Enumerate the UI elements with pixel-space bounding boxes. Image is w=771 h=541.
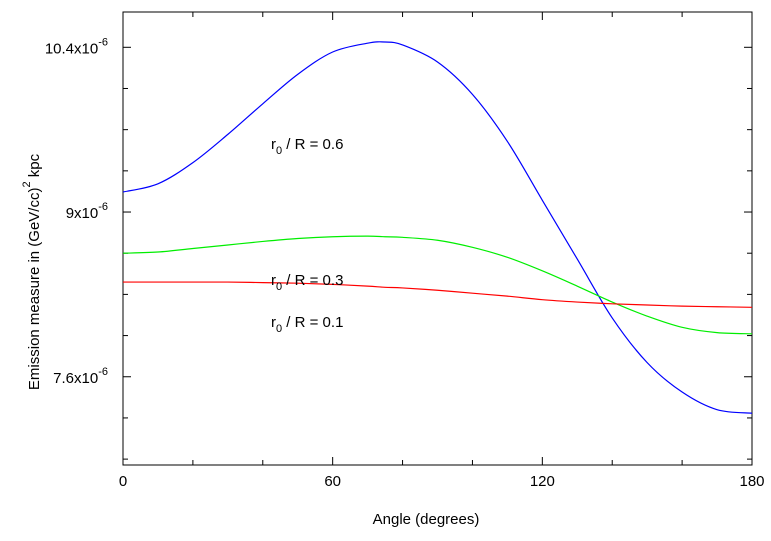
svg-text:Emission measure in (GeV/cc)2: Emission measure in (GeV/cc)2 kpc: [21, 153, 43, 390]
axis-ticks: [122, 12, 753, 465]
y-tick-label: 7.6x10-6: [53, 366, 108, 387]
y-axis-title-main: Emission measure in (GeV/cc): [26, 188, 43, 391]
series-line: [122, 281, 753, 308]
y-tick-labels: 7.6x10-6 9x10-6 10.4x10-6: [45, 36, 108, 386]
y-axis-title: Emission measure in (GeV/cc)2 kpc: [21, 153, 43, 390]
x-tick-label: 60: [324, 473, 341, 490]
x-tick-labels: 0 60 120 180: [119, 473, 765, 490]
y-tick-label: 10.4x10-6: [45, 36, 108, 57]
y-axis-title-sup: 2: [21, 181, 33, 187]
plot-frame: [122, 11, 753, 466]
x-axis-title: Angle (degrees): [373, 511, 480, 528]
series-line: [122, 41, 753, 414]
y-tick-label: 9x10-6: [66, 201, 108, 222]
series-annotation: r0 / R = 0.3: [271, 272, 343, 293]
x-tick-label: 0: [119, 473, 127, 490]
series-lines: [122, 41, 753, 414]
series-annotation: r0 / R = 0.6: [271, 136, 343, 157]
series-line: [122, 235, 753, 335]
series-annotation: r0 / R = 0.1: [271, 314, 343, 335]
series-annotations: r0 / R = 0.6 r0 / R = 0.3 r0 / R = 0.1: [271, 136, 343, 335]
y-axis-title-unit: kpc: [26, 153, 43, 181]
x-tick-label: 120: [530, 473, 555, 490]
x-tick-label: 180: [739, 473, 764, 490]
